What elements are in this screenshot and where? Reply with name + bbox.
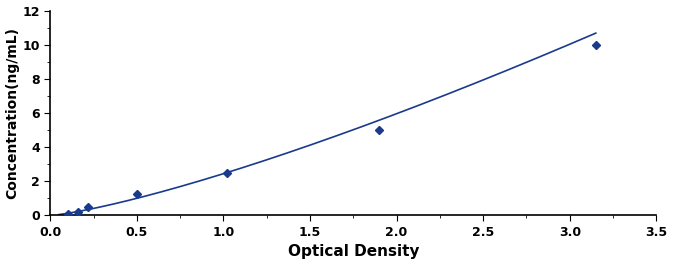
Y-axis label: Concentration(ng/mL): Concentration(ng/mL)	[5, 27, 20, 199]
X-axis label: Optical Density: Optical Density	[287, 244, 419, 259]
